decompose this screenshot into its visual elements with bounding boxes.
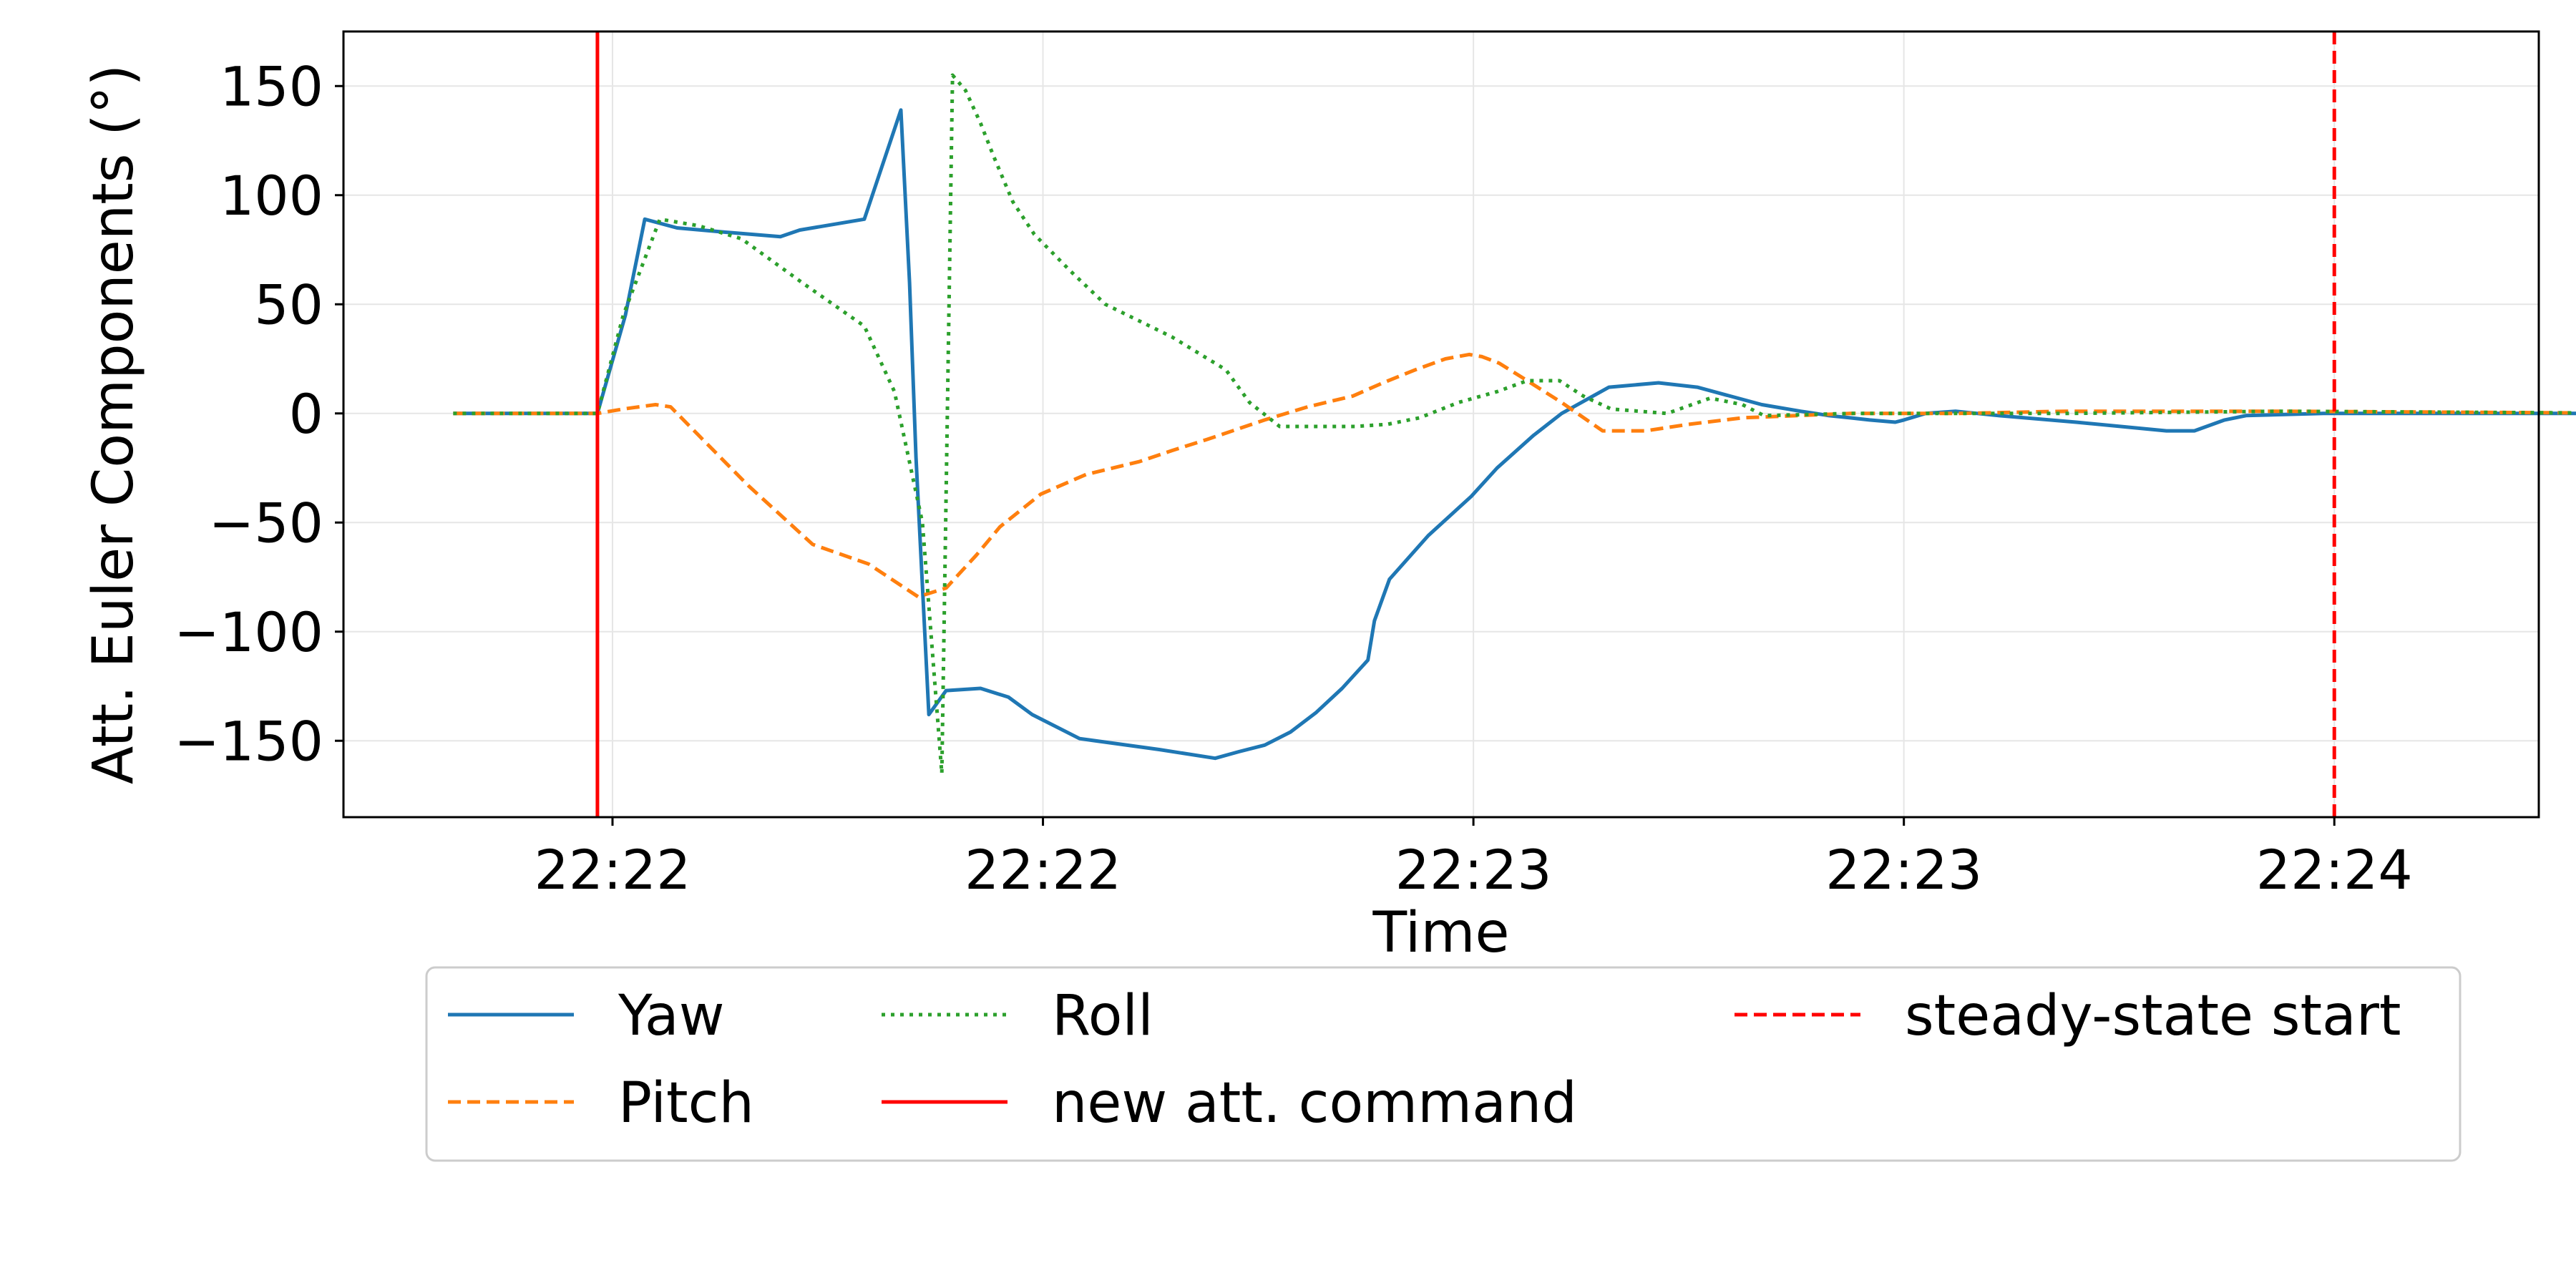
x-tick-label: 22:22 (965, 838, 1121, 902)
x-tick-label: 22:23 (1395, 838, 1552, 902)
legend: Yaw Pitch Roll new att. command steady-state… (425, 966, 2462, 1162)
axis-ticks: −150 −100 −50 0 50 100 150 22:22 22:22 22:23 22:23… (174, 54, 2413, 902)
legend-box (425, 966, 2462, 1162)
legend-label-new-att-command: new att. command (1052, 1071, 1577, 1136)
series-line-pitch (453, 352, 2576, 599)
y-tick-label: −50 (209, 491, 323, 555)
y-tick-label: −150 (174, 709, 323, 773)
x-tick-label: 22:22 (534, 838, 691, 902)
series-lines (453, 31, 2576, 817)
y-tick-label: −100 (174, 600, 323, 664)
y-tick-label: 150 (220, 54, 323, 118)
y-axis-title: Att. Euler Components (°) (82, 64, 146, 784)
x-tick-label: 22:23 (1825, 838, 1982, 902)
legend-label-roll: Roll (1052, 984, 1153, 1048)
y-tick-label: 100 (220, 164, 323, 228)
plot-area-frame (342, 30, 2540, 819)
legend-label-steady-state-start: steady-state start (1905, 984, 2401, 1048)
legend-label-yaw: Yaw (618, 984, 725, 1048)
y-tick-label: 0 (289, 382, 323, 446)
x-tick-label: 22:24 (2256, 838, 2413, 902)
y-tick-label: 50 (254, 273, 323, 336)
x-axis-title: Time (1372, 901, 1510, 965)
legend-label-pitch: Pitch (618, 1071, 754, 1136)
